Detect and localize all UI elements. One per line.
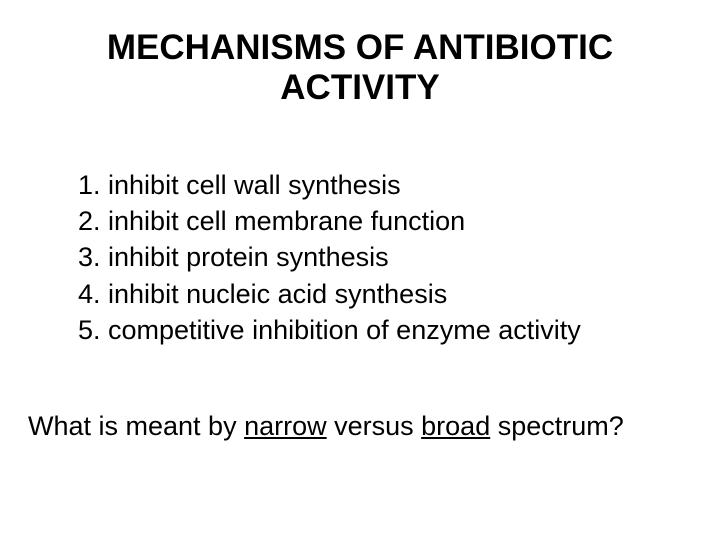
list-item: 1. inhibit cell wall synthesis [78,167,700,203]
question-prefix: What is meant by [28,411,244,441]
question-mid: versus [327,411,422,441]
slide-title: MECHANISMS OF ANTIBIOTIC ACTIVITY [20,28,700,109]
question-suffix: spectrum? [490,411,624,441]
list-item: 4. inhibit nucleic acid synthesis [78,276,700,312]
list-item: 5. competitive inhibition of enzyme acti… [78,312,700,348]
list-item: 2. inhibit cell membrane function [78,203,700,239]
mechanism-list: 1. inhibit cell wall synthesis 2. inhibi… [20,167,700,349]
question-text: What is meant by narrow versus broad spe… [20,411,700,442]
underlined-word-broad: broad [421,411,490,441]
underlined-word-narrow: narrow [244,411,327,441]
list-item: 3. inhibit protein synthesis [78,239,700,275]
